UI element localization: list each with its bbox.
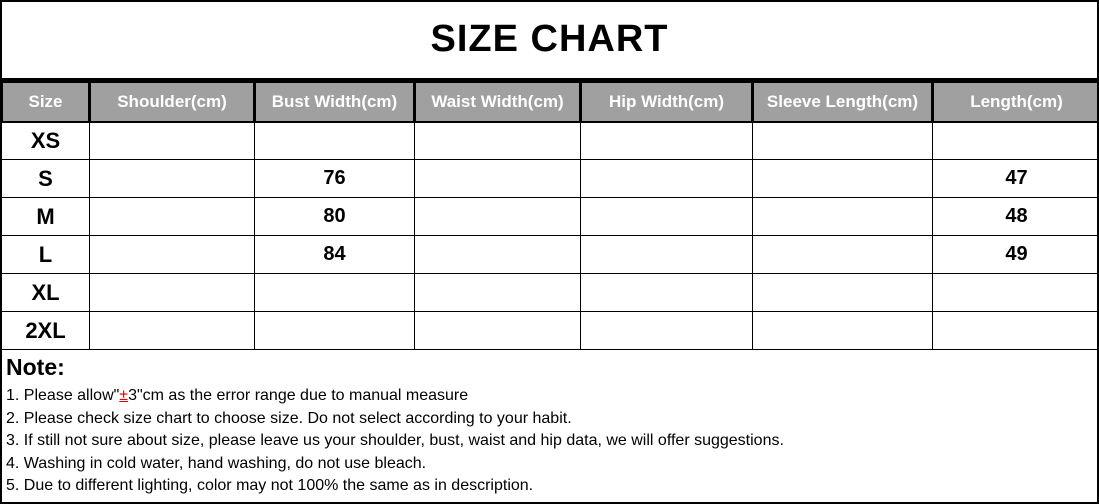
column-header: Hip Width(cm) [579,80,754,123]
size-label: 2XL [1,311,90,350]
notes-section: Note: 1. Please allow"±3"cm as the error… [6,354,1096,498]
table-row: L 84 49 [1,235,1099,274]
table-cell [752,159,933,198]
table-row: 2XL [1,311,1099,350]
size-label: M [1,197,90,236]
column-header: Waist Width(cm) [413,80,582,123]
table-cell [752,311,933,350]
size-label: S [1,159,90,198]
table-cell: 84 [254,235,415,274]
table-cell [580,273,753,312]
table-cell [254,120,415,160]
table-cell [580,159,753,198]
page-title: SIZE CHART [0,0,1099,81]
note-item: 4. Washing in cold water, hand washing, … [6,454,427,472]
column-header: Size [0,80,91,123]
table-cell [932,120,1099,160]
header-row: Size Shoulder(cm) Bust Width(cm) Waist Widt… [0,80,1099,123]
plus-minus-highlight: ± [119,387,129,404]
table-cell [414,159,581,198]
table-cell: 49 [932,235,1099,274]
column-header: Length(cm) [931,80,1099,123]
table-cell [414,273,581,312]
table-cell: 48 [932,197,1099,236]
table-cell [932,311,1099,350]
table-row: XL [1,273,1099,312]
note-item: 3. If still not sure about size, please … [6,432,784,449]
note-text: 3"cm as the error range due to manual me… [128,387,469,404]
table-cell [254,311,415,350]
size-chart-table: Size Shoulder(cm) Bust Width(cm) Waist Widt… [0,80,1099,350]
table-row: M 80 48 [1,197,1099,236]
table-cell [932,273,1099,312]
table-cell [580,311,753,350]
note-item: 5. Due to different lighting, color may … [6,477,534,494]
table-row: S 76 47 [1,159,1099,198]
column-header: Shoulder(cm) [88,80,256,123]
table-cell [89,273,255,312]
note-item: 2. Please check size chart to choose siz… [6,409,572,427]
table-cell [752,273,933,312]
size-label: XS [1,120,90,160]
table-cell [89,311,255,350]
table-cell: 80 [254,197,415,236]
table-cell [414,120,581,160]
column-header: Sleeve Length(cm) [751,80,934,123]
table-cell: 76 [254,159,415,198]
column-header: Bust Width(cm) [253,80,416,123]
note-text: 1. Please allow" [6,387,120,404]
note-title: Note: [6,354,65,380]
note-item: 1. Please allow"±3"cm as the error range… [6,385,1096,408]
